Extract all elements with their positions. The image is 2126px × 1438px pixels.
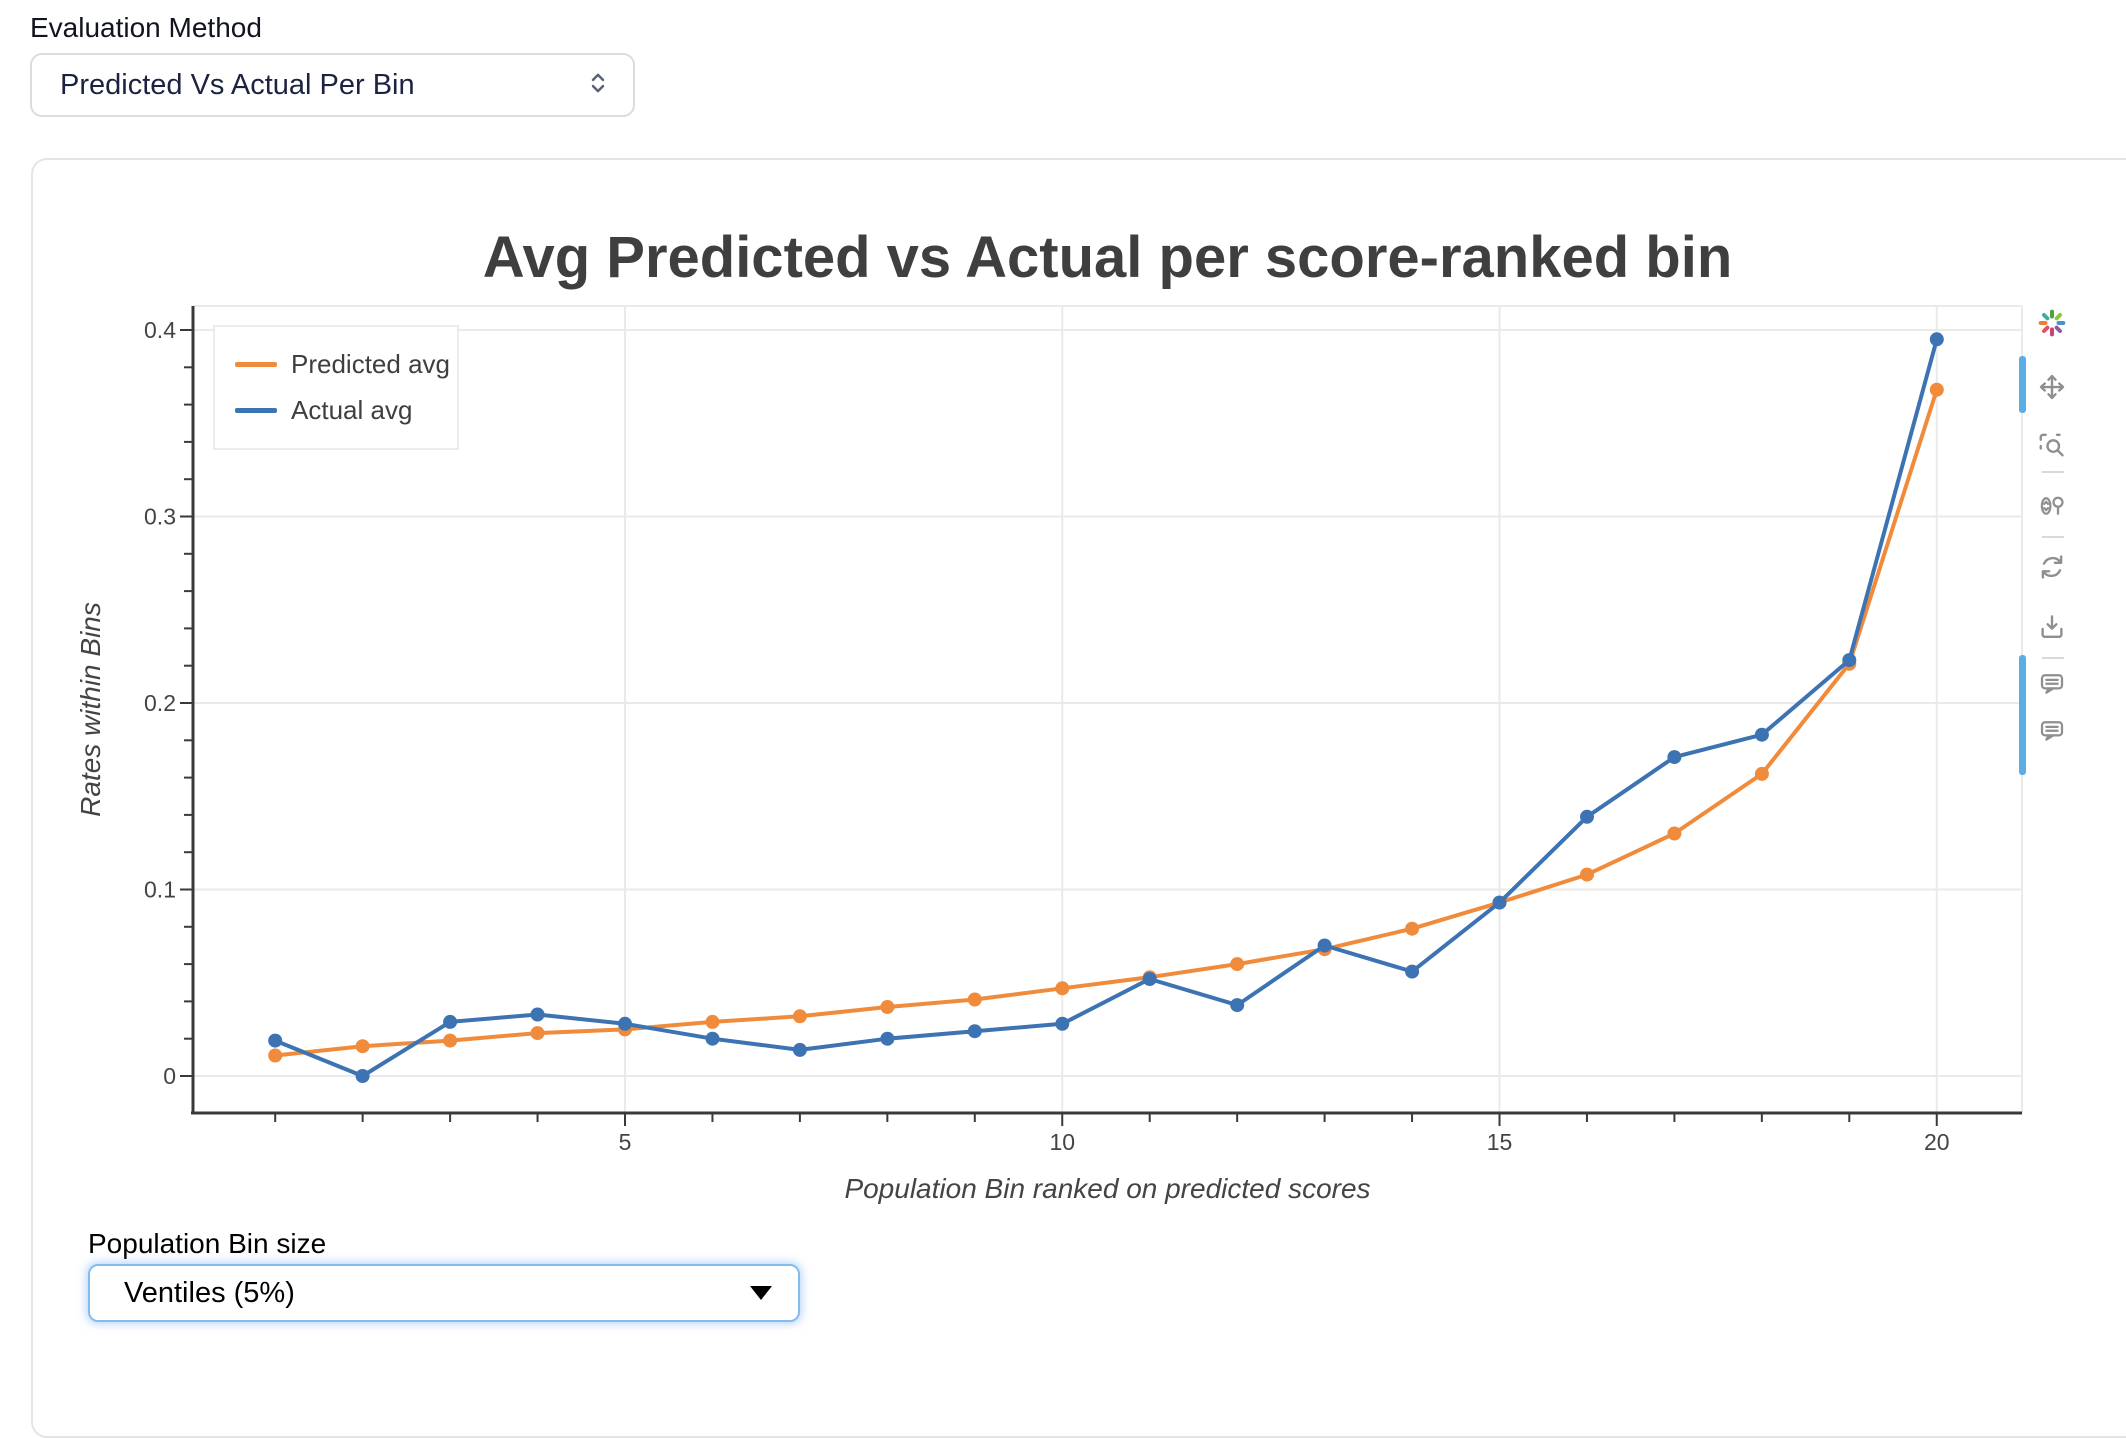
evaluation-method-label: Evaluation Method [30, 12, 262, 43]
line-chart-plot[interactable]: 5 10 15 20 0 0.1 0.2 0.3 0.4 Population Bin ranke… [0, 0, 2126, 1364]
chart-title: Avg Predicted vs Actual per score-ranked… [482, 225, 1733, 290]
data-point-actual-avg[interactable] [1580, 809, 1594, 824]
legend-item-actual-avg[interactable]: Actual avg [235, 395, 457, 426]
population-bin-size-value: Ventiles (5%) [124, 1276, 295, 1309]
data-point-predicted-avg[interactable] [355, 1039, 370, 1054]
autoscale-icon[interactable] [2035, 550, 2069, 584]
plotly-logo[interactable] [2035, 306, 2069, 340]
data-point-actual-avg[interactable] [792, 1042, 807, 1057]
data-point-predicted-avg[interactable] [1754, 766, 1769, 781]
data-point-predicted-avg[interactable] [1055, 981, 1070, 996]
legend-label: Actual avg [291, 395, 413, 425]
pan-icon[interactable] [2035, 370, 2069, 404]
population-bin-size-select[interactable]: Ventiles (5%) [88, 1264, 800, 1322]
data-point-actual-avg[interactable] [967, 1024, 982, 1039]
scrollbar-segment[interactable] [2019, 356, 2026, 413]
data-point-predicted-avg[interactable] [443, 1033, 458, 1048]
data-point-actual-avg[interactable] [1667, 750, 1682, 765]
modebar-separator [2042, 471, 2064, 473]
hover-labels-icon[interactable] [2035, 714, 2069, 748]
data-point-actual-avg[interactable] [880, 1031, 895, 1046]
actual-avg-swatch [235, 408, 277, 413]
predicted-avg-swatch [235, 362, 277, 367]
data-point-actual-avg[interactable] [268, 1033, 283, 1048]
data-point-actual-avg[interactable] [355, 1069, 370, 1083]
modebar-separator [2042, 657, 2064, 659]
data-point-actual-avg[interactable] [1317, 938, 1332, 953]
data-point-actual-avg[interactable] [1842, 653, 1857, 668]
data-point-predicted-avg[interactable] [1405, 921, 1420, 936]
data-point-actual-avg[interactable] [1142, 972, 1157, 986]
x-tick-label: 20 [1924, 1129, 1950, 1155]
data-point-actual-avg[interactable] [530, 1007, 545, 1022]
data-point-actual-avg[interactable] [1405, 964, 1420, 979]
axis-titles: Population Bin ranked on predicted score… [75, 602, 1371, 1204]
series-predicted-avg [268, 382, 1944, 1063]
data-point-actual-avg[interactable] [443, 1014, 458, 1029]
data-point-predicted-avg[interactable] [967, 992, 982, 1007]
data-point-actual-avg[interactable] [705, 1031, 720, 1046]
data-point-predicted-avg[interactable] [1580, 867, 1594, 882]
evaluation-method-value: Predicted Vs Actual Per Bin [60, 68, 415, 101]
scrollbar-segment[interactable] [2019, 655, 2026, 775]
data-point-actual-avg[interactable] [1055, 1016, 1070, 1031]
hover-closest-icon[interactable] [2035, 667, 2069, 701]
series-line-predicted-avg [273, 387, 1939, 1058]
data-point-predicted-avg[interactable] [792, 1009, 807, 1024]
x-tick-label: 15 [1487, 1129, 1513, 1155]
data-point-predicted-avg[interactable] [268, 1048, 283, 1063]
data-point-actual-avg[interactable] [1929, 332, 1944, 347]
data-point-predicted-avg[interactable] [1929, 382, 1944, 397]
gridlines [193, 305, 2023, 1113]
y-axis-title: Rates within Bins [75, 602, 106, 817]
box-zoom-icon[interactable] [2035, 429, 2069, 463]
data-point-actual-avg[interactable] [1492, 895, 1507, 910]
modebar-separator [2042, 536, 2064, 538]
data-point-predicted-avg[interactable] [1667, 826, 1682, 841]
x-tick-label: 10 [1049, 1129, 1075, 1155]
evaluation-method-select[interactable]: Predicted Vs Actual Per Bin [30, 53, 635, 117]
data-point-actual-avg[interactable] [1754, 727, 1769, 742]
tick-labels: 5 10 15 20 0 0.1 0.2 0.3 0.4 [144, 317, 1950, 1155]
population-bin-size-label: Population Bin size [88, 1228, 327, 1259]
data-point-actual-avg[interactable] [618, 1016, 632, 1031]
compare-hover-icon[interactable] [2035, 489, 2069, 523]
axis-lines [191, 306, 2022, 1115]
x-tick-label: 5 [619, 1129, 632, 1155]
data-point-predicted-avg[interactable] [705, 1014, 720, 1029]
data-point-predicted-avg[interactable] [880, 1000, 895, 1014]
data-point-actual-avg[interactable] [1230, 998, 1245, 1013]
legend-item-predicted-avg[interactable]: Predicted avg [235, 349, 457, 380]
y-tick-label: 0 [163, 1063, 176, 1089]
y-tick-label: 0.1 [144, 877, 176, 903]
data-point-predicted-avg[interactable] [530, 1026, 545, 1041]
y-tick-label: 0.3 [144, 504, 176, 530]
series-actual-avg [268, 332, 1944, 1083]
series-line-actual-avg [273, 337, 1939, 1078]
legend-label: Predicted avg [291, 349, 450, 379]
download-icon[interactable] [2035, 610, 2069, 644]
dropdown-caret-icon [750, 1286, 772, 1300]
y-tick-label: 0.2 [144, 690, 176, 716]
updown-chevron-icon [583, 68, 613, 103]
data-point-predicted-avg[interactable] [1230, 957, 1245, 972]
x-axis-title: Population Bin ranked on predicted score… [844, 1173, 1370, 1204]
y-tick-label: 0.4 [144, 317, 176, 343]
legend: Predicted avg Actual avg [213, 325, 459, 450]
